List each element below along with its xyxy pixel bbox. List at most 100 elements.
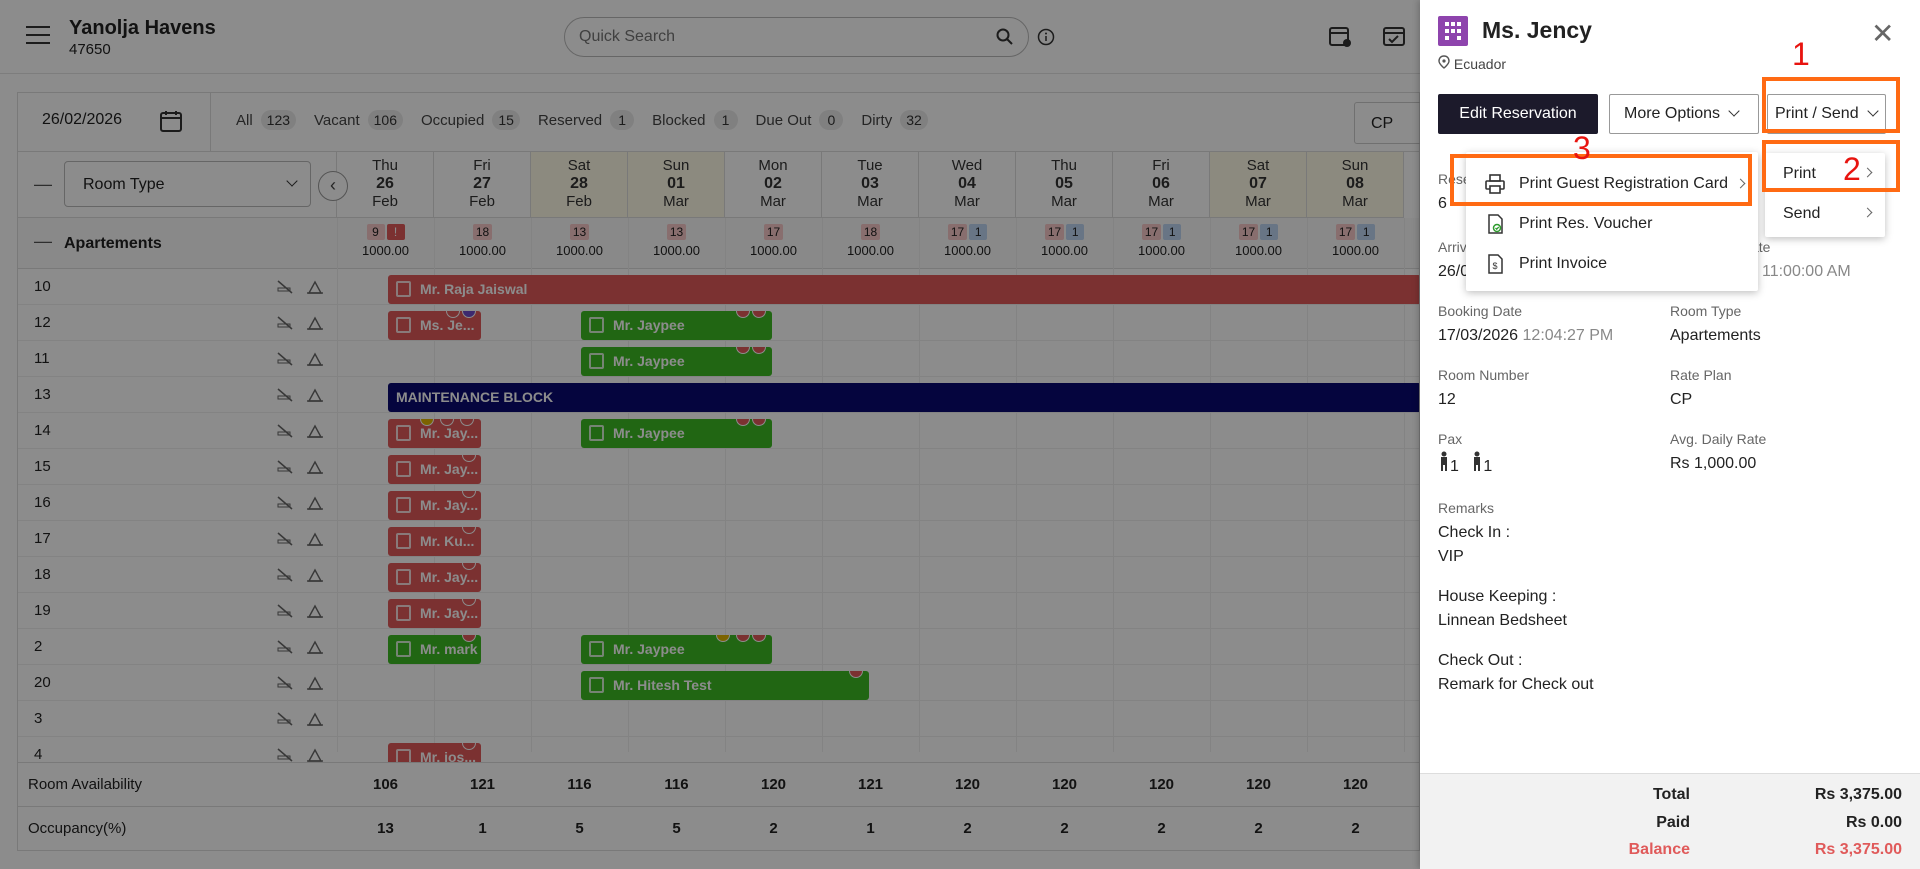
category-day-cell[interactable]: 9! 1000.00	[362, 224, 409, 258]
room-number: 20	[34, 674, 51, 691]
print-send-button[interactable]: Print / Send	[1767, 94, 1886, 134]
filter-vacant[interactable]: Vacant 106	[314, 110, 403, 130]
menu-item-send[interactable]: Send	[1765, 193, 1885, 233]
no-smoking-icon	[276, 567, 294, 583]
booking-bar[interactable]: Mr. Jay...	[388, 563, 481, 592]
printer-icon	[1485, 174, 1505, 194]
booking-bar[interactable]: Mr. Jay...	[388, 419, 481, 448]
menu-icon[interactable]	[26, 26, 50, 46]
housekeeping-icon[interactable]	[306, 351, 324, 367]
checkin-remark-label: Check In :	[1438, 524, 1511, 541]
category-day-cell[interactable]: 18 1000.00	[847, 224, 894, 258]
more-options-button[interactable]: More Options	[1609, 94, 1759, 134]
no-smoking-icon	[276, 387, 294, 403]
category-day-cell[interactable]: 17 1 1000.00	[1138, 224, 1185, 258]
status-filters: All 123 Vacant 106 Occupied 15 Reserved 1 Bl…	[236, 110, 928, 130]
menu-item-print-guest-registration-card[interactable]: Print Guest Registration Card	[1466, 164, 1758, 204]
calendar-icon[interactable]	[159, 109, 183, 138]
remarks-label: Remarks	[1438, 500, 1495, 516]
availability-value: 120	[954, 776, 981, 793]
availability-value: 116	[567, 776, 592, 793]
no-smoking-icon	[276, 351, 294, 367]
occupancy-value: 13	[377, 820, 394, 837]
booking-bar[interactable]: Mr. Ku...	[388, 527, 481, 556]
category-day-cell[interactable]: 17 1 1000.00	[944, 224, 991, 258]
room-type-select[interactable]: Room Type	[64, 161, 311, 207]
housekeeping-icon[interactable]	[306, 603, 324, 619]
category-name: Apartements	[64, 235, 162, 252]
housekeeping-icon[interactable]	[306, 639, 324, 655]
booking-bar[interactable]: Mr. Jaypee	[581, 347, 772, 376]
housekeeping-icon[interactable]	[306, 315, 324, 331]
housekeeping-icon[interactable]	[306, 567, 324, 583]
voucher-icon	[1488, 214, 1503, 234]
booking-bar[interactable]: Mr. Jaypee	[581, 311, 772, 340]
category-day-cell[interactable]: 13 1000.00	[556, 224, 603, 258]
invoice-icon: $	[1488, 254, 1503, 274]
search-input[interactable]	[579, 18, 959, 56]
booking-date-value: 17/03/2026 12:04:27 PM	[1438, 327, 1614, 344]
housekeeping-icon[interactable]	[306, 459, 324, 475]
checked-calendar-icon[interactable]	[1382, 24, 1406, 53]
date-column-header: Wed 04 Mar	[919, 152, 1016, 218]
collapse-all-icon[interactable]: —	[34, 174, 52, 194]
booking-bar[interactable]: Ms. Je...	[388, 311, 481, 340]
modal-backdrop[interactable]	[0, 0, 1420, 869]
room-number: 15	[34, 458, 51, 475]
selected-date[interactable]: 26/02/2026	[42, 111, 123, 128]
filter-dirty[interactable]: Dirty 32	[861, 110, 928, 130]
menu-item-print[interactable]: Print	[1765, 153, 1885, 193]
filter-occupied[interactable]: Occupied 15	[421, 110, 520, 130]
booking-bar[interactable]: Mr. Jay...	[388, 455, 481, 484]
guest-location: Ecuador	[1438, 55, 1506, 72]
housekeeping-icon[interactable]	[306, 495, 324, 511]
housekeeping-icon[interactable]	[306, 747, 324, 763]
room-number: 19	[34, 602, 51, 619]
category-day-cell[interactable]: 18 1000.00	[459, 224, 506, 258]
booking-bar[interactable]: Mr. Jaypee	[581, 635, 772, 664]
room-row: 13	[18, 377, 1419, 413]
menu-item-print-res-voucher[interactable]: Print Res. Voucher	[1466, 204, 1758, 244]
search-icon[interactable]	[996, 28, 1014, 51]
filter-blocked[interactable]: Blocked 1	[652, 110, 738, 130]
category-day-cell[interactable]: 17 1 1000.00	[1332, 224, 1379, 258]
room-row: 10	[18, 269, 1419, 305]
filter-all[interactable]: All 123	[236, 110, 297, 130]
filter-reserved[interactable]: Reserved 1	[538, 110, 635, 130]
booking-bar[interactable]: Mr. Raja Jaiswal	[388, 275, 1419, 304]
category-day-cell[interactable]: 13 1000.00	[653, 224, 700, 258]
room-number: 17	[34, 530, 51, 547]
room-row: 15	[18, 449, 1419, 485]
booking-bar[interactable]: Mr. mark	[388, 635, 481, 664]
add-calendar-icon[interactable]	[1328, 24, 1352, 53]
room-number: 14	[34, 422, 51, 439]
housekeeping-icon[interactable]	[306, 675, 324, 691]
housekeeping-icon[interactable]	[306, 279, 324, 295]
room-type-value: Apartements	[1670, 327, 1761, 344]
booking-bar[interactable]: Mr. Jay...	[388, 491, 481, 520]
checkout-remark-label: Check Out :	[1438, 652, 1523, 669]
housekeeping-icon[interactable]	[306, 711, 324, 727]
housekeeping-icon[interactable]	[306, 423, 324, 439]
housekeeping-icon[interactable]	[306, 531, 324, 547]
booking-bar[interactable]: Mr. Jaypee	[581, 419, 772, 448]
room-number: 12	[34, 314, 51, 331]
filter-due-out[interactable]: Due Out 0	[756, 110, 844, 130]
info-icon[interactable]	[1037, 28, 1055, 51]
availability-label: Room Availability	[28, 776, 142, 793]
category-day-cell[interactable]: 17 1000.00	[750, 224, 797, 258]
maintenance-block-bar[interactable]: MAINTENANCE BLOCK	[388, 383, 1419, 412]
room-number: 10	[34, 278, 51, 295]
category-day-cell[interactable]: 17 1 1000.00	[1235, 224, 1282, 258]
category-day-cell[interactable]: 17 1 1000.00	[1041, 224, 1088, 258]
prev-dates-button[interactable]: ‹	[318, 171, 348, 201]
menu-item-print-invoice[interactable]: $ Print Invoice	[1466, 244, 1758, 284]
booking-bar[interactable]: Mr. Jay...	[388, 599, 481, 628]
hotel-id: 47650	[69, 41, 111, 58]
booking-bar[interactable]: Mr. Hitesh Test	[581, 671, 869, 700]
housekeeping-icon[interactable]	[306, 387, 324, 403]
collapse-category-icon[interactable]: —	[34, 231, 52, 251]
edit-reservation-button[interactable]: Edit Reservation	[1438, 94, 1598, 134]
room-row: 19	[18, 593, 1419, 629]
close-icon[interactable]: ✕	[1871, 18, 1895, 49]
